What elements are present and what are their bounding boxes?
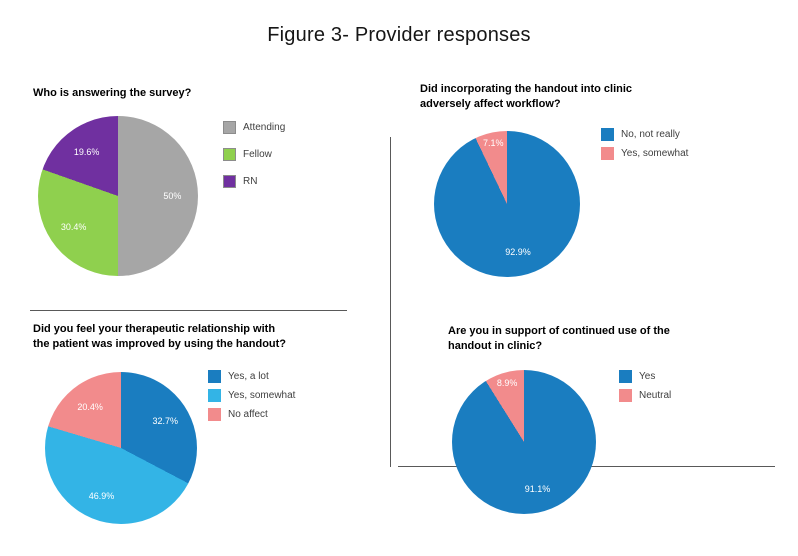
legend-label: Yes, somewhat xyxy=(228,390,296,401)
legend-label: Neutral xyxy=(639,390,672,401)
legend-continued-use: Yes Neutral xyxy=(619,370,671,408)
pie-chart-workflow-impact: 92.9% 7.1% xyxy=(434,131,580,277)
legend-swatch xyxy=(619,370,632,383)
pie-slice-label: 20.4% xyxy=(77,401,103,412)
legend-workflow-impact: No, not really Yes, somewhat xyxy=(601,128,688,166)
legend-item: Attending xyxy=(223,121,285,134)
legend-swatch xyxy=(208,408,221,421)
legend-label: Yes xyxy=(639,371,656,382)
pie-slice-label: 91.1% xyxy=(524,484,551,495)
legend-swatch xyxy=(223,121,236,134)
pie-slice-label: 32.7% xyxy=(152,416,178,427)
legend-item: Yes, a lot xyxy=(208,370,295,383)
vertical-divider xyxy=(390,137,391,467)
horizontal-divider-left xyxy=(30,310,347,311)
pie-slice-label: 50% xyxy=(163,191,182,201)
legend-survey-respondents: Attending Fellow RN xyxy=(223,121,285,202)
pie-slice-label: 19.6% xyxy=(73,146,100,157)
chart-title-survey-respondents: Who is answering the survey? xyxy=(33,87,192,99)
legend-swatch xyxy=(208,370,221,383)
legend-label: Yes, somewhat xyxy=(621,148,689,159)
legend-label: RN xyxy=(243,176,258,187)
pie-slice-label: 46.9% xyxy=(88,490,115,501)
legend-swatch xyxy=(223,175,236,188)
pie-slice-label: 92.9% xyxy=(505,247,531,258)
legend-swatch xyxy=(619,389,632,402)
legend-swatch xyxy=(601,147,614,160)
legend-swatch xyxy=(601,128,614,141)
legend-therapeutic-relationship: Yes, a lot Yes, somewhat No affect xyxy=(208,370,295,427)
chart-title-therapeutic-relationship: Did you feel your therapeutic relationsh… xyxy=(33,323,287,351)
pie-chart-continued-use: 91.1% 8.9% xyxy=(452,370,596,514)
legend-item: Yes, somewhat xyxy=(208,389,295,402)
legend-label: Yes, a lot xyxy=(228,371,269,382)
chart-title-workflow-impact: Did incorporating the handout into clini… xyxy=(420,83,633,111)
chart-title-continued-use: Are you in support of continued use of t… xyxy=(448,325,670,353)
legend-label: No, not really xyxy=(621,129,680,140)
legend-label: No affect xyxy=(228,409,268,420)
legend-item: Yes xyxy=(619,370,671,383)
pie-chart-therapeutic-relationship: 32.7% 46.9% 20.4% xyxy=(45,372,197,524)
legend-item: RN xyxy=(223,175,285,188)
legend-item: Fellow xyxy=(223,148,285,161)
legend-swatch xyxy=(208,389,221,402)
figure-title: Figure 3- Provider responses xyxy=(267,24,531,46)
pie-slice-label: 7.1% xyxy=(483,138,504,149)
pie-slice-label: 8.9% xyxy=(496,378,518,389)
legend-swatch xyxy=(223,148,236,161)
legend-item: Neutral xyxy=(619,389,671,402)
legend-label: Attending xyxy=(243,122,286,133)
legend-item: Yes, somewhat xyxy=(601,147,688,160)
pie-chart-survey-respondents: 50% 30.4% 19.6% xyxy=(38,116,198,276)
legend-label: Fellow xyxy=(243,149,272,160)
legend-item: No affect xyxy=(208,408,295,421)
legend-item: No, not really xyxy=(601,128,688,141)
pie-slice-label: 30.4% xyxy=(60,222,87,233)
